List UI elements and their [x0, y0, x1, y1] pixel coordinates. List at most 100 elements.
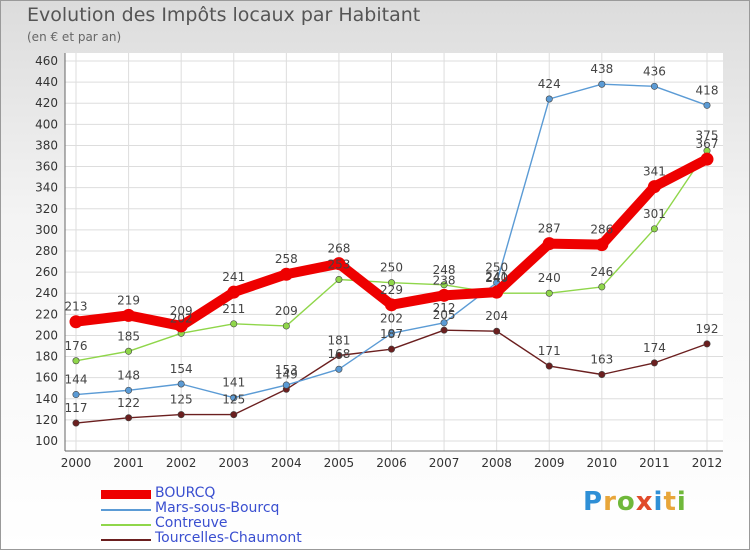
x-tick-label: 2004 — [271, 456, 302, 470]
data-label-contreuve: 301 — [643, 207, 666, 221]
data-label-bourcq: 241 — [222, 270, 245, 284]
plot-area — [65, 53, 723, 451]
data-point-bourcq — [279, 267, 293, 281]
data-label-contreuve: 185 — [117, 329, 140, 343]
data-point-tourcelles-chaumont — [545, 362, 553, 370]
y-tick-label: 100 — [35, 434, 58, 448]
data-point-tourcelles-chaumont — [598, 370, 606, 378]
data-label-tourcelles-chaumont: 174 — [643, 341, 666, 355]
data-label-tourcelles-chaumont: 205 — [433, 308, 456, 322]
data-label-contreuve: 202 — [170, 311, 193, 325]
data-point-tourcelles-chaumont — [387, 345, 395, 353]
data-label-contreuve: 375 — [696, 129, 719, 143]
y-tick-label: 200 — [35, 328, 58, 342]
data-point-contreuve — [650, 225, 658, 233]
x-tick-label: 2009 — [534, 456, 565, 470]
data-label-contreuve: 240 — [485, 271, 508, 285]
data-label-mars-sous-bourcq: 424 — [538, 77, 561, 91]
data-point-bourcq — [647, 180, 661, 194]
data-label-mars-sous-bourcq: 144 — [65, 373, 88, 387]
data-label-tourcelles-chaumont: 187 — [380, 327, 403, 341]
data-point-tourcelles-chaumont — [177, 411, 185, 419]
data-label-tourcelles-chaumont: 204 — [485, 309, 508, 323]
x-tick-label: 2001 — [113, 456, 144, 470]
data-point-bourcq — [385, 298, 398, 312]
legend-swatch-tourcelles-chaumont — [101, 539, 151, 541]
data-label-contreuve: 240 — [538, 271, 561, 285]
data-label-bourcq: 287 — [538, 222, 561, 236]
data-label-contreuve: 176 — [65, 339, 88, 353]
data-label-mars-sous-bourcq: 438 — [590, 62, 613, 76]
data-point-mars-sous-bourcq — [440, 319, 448, 327]
data-label-tourcelles-chaumont: 171 — [538, 344, 561, 358]
data-label-tourcelles-chaumont: 117 — [65, 401, 88, 415]
x-tick-label: 2010 — [587, 456, 618, 470]
data-point-mars-sous-bourcq — [282, 381, 290, 389]
data-point-bourcq — [174, 319, 188, 333]
x-tick-label: 2007 — [429, 456, 460, 470]
data-label-tourcelles-chaumont: 125 — [222, 393, 245, 407]
data-label-mars-sous-bourcq: 168 — [327, 347, 350, 361]
data-label-contreuve: 248 — [433, 263, 456, 277]
data-label-bourcq: 241 — [485, 270, 508, 284]
data-label-contreuve: 250 — [380, 261, 403, 275]
data-point-bourcq — [700, 152, 714, 166]
legend-label-mars-sous-bourcq: Mars-sous-Bourcq — [155, 500, 280, 516]
data-point-tourcelles-chaumont — [125, 414, 133, 422]
data-point-contreuve — [387, 279, 395, 287]
data-label-mars-sous-bourcq: 212 — [433, 301, 456, 315]
data-point-tourcelles-chaumont — [230, 411, 238, 419]
data-label-bourcq: 286 — [590, 223, 613, 237]
data-point-contreuve — [282, 322, 290, 330]
data-label-mars-sous-bourcq: 418 — [696, 83, 719, 97]
x-tick-label: 2005 — [324, 456, 355, 470]
data-label-tourcelles-chaumont: 181 — [327, 334, 350, 348]
y-tick-label: 360 — [35, 160, 58, 174]
data-point-mars-sous-bourcq — [598, 80, 606, 88]
x-tick-label: 2012 — [692, 456, 723, 470]
data-label-contreuve: 246 — [590, 265, 613, 279]
data-point-tourcelles-chaumont — [335, 351, 343, 359]
legend-label-bourcq: BOURCQ — [155, 485, 216, 501]
data-point-mars-sous-bourcq — [650, 82, 658, 90]
data-label-tourcelles-chaumont: 122 — [117, 396, 140, 410]
data-point-tourcelles-chaumont — [703, 340, 711, 348]
y-tick-label: 280 — [35, 244, 58, 258]
data-label-bourcq: 219 — [117, 293, 140, 307]
data-label-bourcq: 238 — [433, 273, 456, 287]
y-tick-label: 220 — [35, 307, 58, 321]
data-point-mars-sous-bourcq — [125, 386, 133, 394]
y-tick-label: 380 — [35, 138, 58, 152]
data-label-bourcq: 341 — [643, 165, 666, 179]
data-label-tourcelles-chaumont: 149 — [275, 367, 298, 381]
data-point-bourcq — [332, 257, 346, 271]
data-point-contreuve — [125, 347, 133, 355]
data-point-contreuve — [598, 283, 606, 291]
data-label-bourcq: 367 — [696, 137, 719, 151]
data-label-tourcelles-chaumont: 192 — [696, 322, 719, 336]
data-point-bourcq — [227, 285, 241, 299]
x-tick-label: 2008 — [481, 456, 512, 470]
legend-label-contreuve: Contreuve — [155, 515, 228, 531]
data-point-mars-sous-bourcq — [230, 394, 238, 402]
legend-swatch-bourcq — [101, 490, 151, 499]
y-tick-label: 340 — [35, 181, 58, 195]
data-label-bourcq: 213 — [65, 300, 88, 314]
data-point-tourcelles-chaumont — [650, 359, 658, 367]
data-label-tourcelles-chaumont: 163 — [590, 353, 613, 367]
data-point-mars-sous-bourcq — [335, 365, 343, 373]
data-point-mars-sous-bourcq — [703, 101, 711, 109]
data-point-contreuve — [72, 357, 80, 365]
chart-subtitle: (en € et par an) — [27, 30, 122, 44]
data-label-mars-sous-bourcq: 436 — [643, 64, 666, 78]
data-point-tourcelles-chaumont — [72, 419, 80, 427]
legend-swatch-mars-sous-bourcq — [101, 509, 151, 511]
y-tick-label: 320 — [35, 202, 58, 216]
data-label-bourcq: 209 — [170, 304, 193, 318]
data-label-mars-sous-bourcq: 153 — [275, 363, 298, 377]
data-point-tourcelles-chaumont — [440, 326, 448, 334]
y-tick-label: 140 — [35, 392, 58, 406]
legend-swatch-contreuve — [101, 524, 151, 526]
